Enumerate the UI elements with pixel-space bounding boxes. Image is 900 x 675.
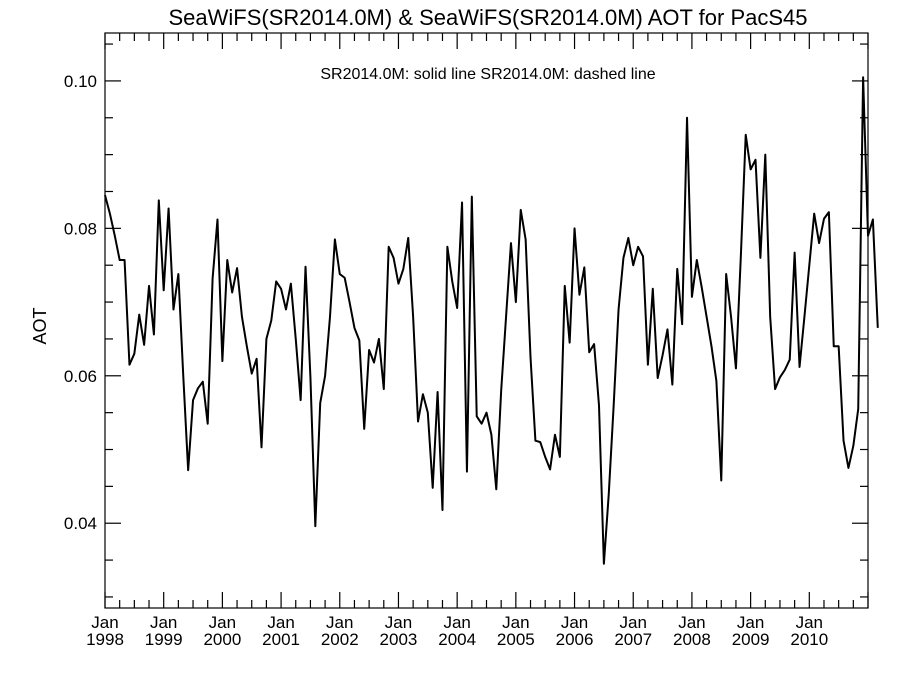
x-tick-label-month: Jan (796, 613, 823, 632)
x-tick-label-month: Jan (209, 613, 236, 632)
chart-subtitle: SR2014.0M: solid line SR2014.0M: dashed … (320, 66, 655, 83)
x-tick-label-year: 2006 (556, 630, 594, 649)
x-tick-label-month: Jan (443, 613, 470, 632)
x-tick-label-month: Jan (620, 613, 647, 632)
y-tick-label: 0.08 (64, 219, 97, 238)
x-tick-label-month: Jan (385, 613, 412, 632)
plot-frame (104, 32, 869, 609)
x-tick-label-year: 2008 (673, 630, 711, 649)
x-tick-label-year: 2000 (203, 630, 241, 649)
x-tick-label-year: 2004 (438, 630, 476, 649)
x-tick-label-year: 2010 (790, 630, 828, 649)
x-tick-label-year: 2001 (262, 630, 300, 649)
x-tick-label-month: Jan (678, 613, 705, 632)
y-axis-ticks: 0.04 0.06 0.08 0.10 (64, 43, 868, 598)
x-tick-label-month: Jan (150, 613, 177, 632)
x-tick-label-month: Jan (502, 613, 529, 632)
y-tick-label: 0.04 (64, 514, 97, 533)
x-tick-label-year: 1998 (86, 630, 124, 649)
x-tick-label-year: 2009 (732, 630, 770, 649)
x-tick-label-year: 2005 (497, 630, 535, 649)
x-tick-label-month: Jan (561, 613, 588, 632)
y-tick-label: 0.06 (64, 367, 97, 386)
x-tick-label-month: Jan (91, 613, 118, 632)
x-axis-ticks: Jan1998Jan1999Jan2000Jan2001Jan2002Jan20… (86, 33, 869, 649)
y-tick-label: 0.10 (64, 72, 97, 91)
y-axis-label: AOT (30, 307, 50, 344)
x-tick-label-month: Jan (267, 613, 294, 632)
x-tick-label-year: 2007 (614, 630, 652, 649)
chart-title: SeaWiFS(SR2014.0M) & SeaWiFS(SR2014.0M) … (168, 5, 807, 30)
series-line-sr2014-solid (104, 76, 879, 565)
x-tick-label-year: 2003 (380, 630, 418, 649)
x-tick-label-year: 2002 (321, 630, 359, 649)
x-tick-label-month: Jan (737, 613, 764, 632)
x-tick-label-month: Jan (326, 613, 353, 632)
x-tick-label-year: 1999 (145, 630, 183, 649)
